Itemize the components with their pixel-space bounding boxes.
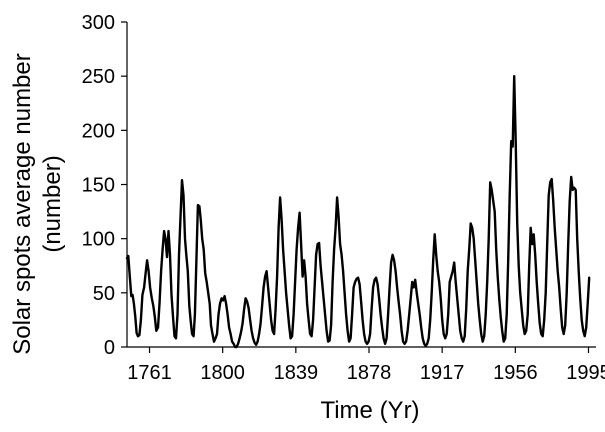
x-tick-label: 1761 [127,362,172,384]
y-tick-label: 150 [82,175,115,197]
x-tick-label: 1839 [274,362,319,384]
sunspot-series-line [125,75,591,349]
y-tick-label: 200 [82,120,115,142]
y-ticks: 0 50 100 150 200 250 300 [82,12,127,359]
x-ticks: 1761 1800 1839 1878 1917 1956 1995 [127,347,605,384]
y-tick-label: 50 [93,283,115,305]
y-axis-title-line2: (number) [39,155,66,252]
y-tick-label: 100 [82,229,115,251]
y-axis-title: Solar spots average number (number) [9,53,66,355]
x-axis-title: Time (Yr) [320,397,419,424]
y-tick-label: 0 [104,337,115,359]
x-tick-label: 1956 [493,362,538,384]
x-tick-label: 1878 [347,362,392,384]
y-axis-title-line1: Solar spots average number [9,53,36,355]
x-tick-label: 1917 [420,362,465,384]
y-tick-label: 300 [82,12,115,34]
x-tick-label: 1995 [566,362,605,384]
series-group [125,75,591,349]
x-tick-label: 1800 [200,362,245,384]
y-tick-label: 250 [82,66,115,88]
